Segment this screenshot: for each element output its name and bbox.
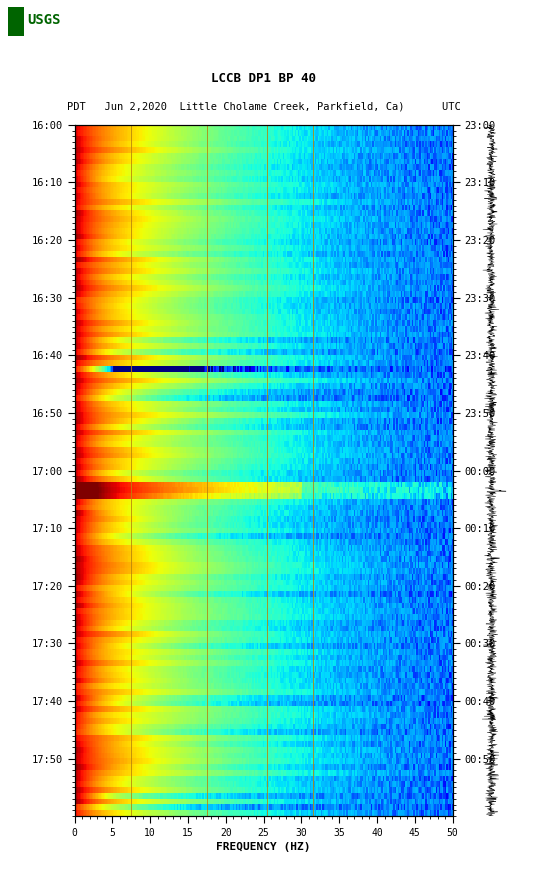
Text: LCCB DP1 BP 40: LCCB DP1 BP 40 xyxy=(211,71,316,85)
Text: PDT   Jun 2,2020  Little Cholame Creek, Parkfield, Ca)      UTC: PDT Jun 2,2020 Little Cholame Creek, Par… xyxy=(67,102,460,112)
Text: USGS: USGS xyxy=(27,12,61,27)
X-axis label: FREQUENCY (HZ): FREQUENCY (HZ) xyxy=(216,842,311,852)
